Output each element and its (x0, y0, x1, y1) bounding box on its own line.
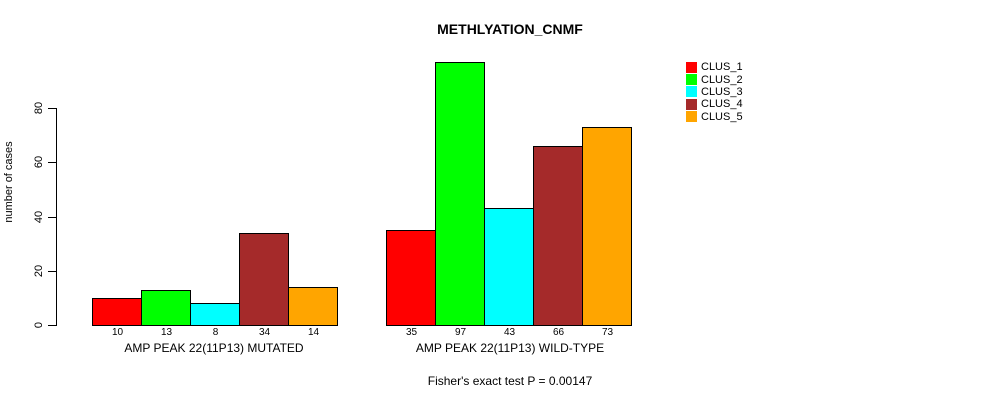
bar-value-label: 43 (503, 327, 516, 338)
bar-value-label: 10 (111, 327, 124, 338)
legend-swatch-clus_3 (686, 86, 697, 98)
bar-value-label: 14 (307, 327, 320, 338)
bar-value-label: 73 (601, 327, 614, 338)
legend: CLUS_1 CLUS_2 CLUS_3 CLUS_4 CLUS_5 (686, 61, 743, 123)
bar-clus_5-group2 (582, 127, 632, 326)
legend-swatch-clus_2 (686, 74, 697, 86)
y-tick-label: 0 (33, 321, 45, 329)
bar-value-label: 8 (212, 327, 219, 338)
legend-swatch-clus_4 (686, 98, 697, 110)
bar-clus_1-group2 (386, 230, 436, 326)
y-tick-label: 40 (33, 210, 45, 224)
legend-item-clus_2: CLUS_2 (686, 73, 743, 86)
bar-clus_2-group2 (435, 61, 485, 326)
bar-clus_4-group1 (239, 232, 289, 326)
y-tick-mark (48, 108, 56, 109)
bar-value-label: 13 (160, 327, 173, 338)
legend-label: CLUS_3 (701, 85, 743, 98)
x-group-label-mutated: AMP PEAK 22(11P13) MUTATED (124, 341, 304, 355)
legend-label: CLUS_4 (701, 98, 743, 111)
y-tick-mark (48, 271, 56, 272)
fisher-test-note: Fisher's exact test P = 0.00147 (427, 374, 593, 388)
bar-value-label: 35 (405, 327, 418, 338)
bar-clus_1-group1 (92, 297, 142, 326)
y-tick-mark (48, 217, 56, 218)
y-tick-label: 20 (33, 264, 45, 278)
x-group-label-wild-type: AMP PEAK 22(11P13) WILD-TYPE (415, 341, 605, 355)
legend-label: CLUS_1 (701, 61, 743, 74)
legend-item-clus_4: CLUS_4 (686, 98, 743, 110)
y-tick-label: 60 (33, 155, 45, 169)
bar-clus_3-group2 (484, 208, 534, 326)
legend-swatch-clus_1 (686, 61, 697, 73)
chart-title: METHLYATION_CNMF (437, 21, 583, 37)
legend-label: CLUS_2 (701, 73, 743, 86)
y-axis-line (56, 108, 57, 326)
legend-item-clus_1: CLUS_1 (686, 61, 743, 73)
legend-swatch-clus_5 (686, 111, 697, 123)
legend-label: CLUS_5 (701, 110, 743, 123)
legend-item-clus_5: CLUS_5 (686, 111, 743, 123)
bar-value-label: 34 (258, 327, 271, 338)
bar-clus_2-group1 (141, 289, 191, 326)
y-tick-label: 80 (33, 101, 45, 115)
bar-clus_4-group2 (533, 146, 583, 326)
y-axis-label: number of cases (3, 141, 15, 223)
bar-clus_3-group1 (190, 303, 240, 326)
bar-value-label: 97 (454, 327, 467, 338)
legend-item-clus_3: CLUS_3 (686, 86, 743, 98)
bar-clus_5-group1 (288, 287, 338, 326)
y-tick-mark (48, 325, 56, 326)
y-tick-mark (48, 162, 56, 163)
bar-value-label: 66 (552, 327, 565, 338)
